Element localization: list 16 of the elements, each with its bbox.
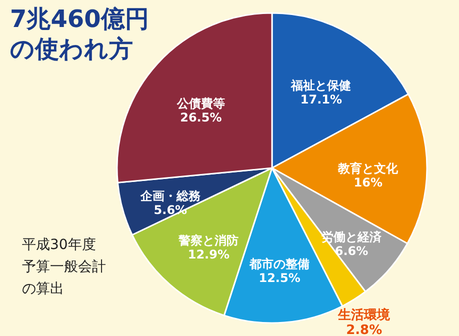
slice-label: 警察と消防	[178, 233, 239, 248]
data-label: 6.6%	[334, 244, 368, 258]
data-label: 16%	[354, 176, 382, 190]
slice-label: 教育と文化	[337, 162, 400, 176]
slice-label: 公債費等	[176, 96, 225, 110]
slice-label: 都市の整備	[248, 256, 310, 271]
slice-label: 企画・総務	[139, 189, 202, 204]
chart-title: 7兆460億円の使われ方	[10, 5, 149, 63]
data-label: 12.9%	[188, 247, 230, 262]
slice-label: 生活環境	[337, 307, 392, 324]
text: 平成30年度予算一般会計の算出	[22, 237, 106, 297]
data-label: 17.1%	[300, 92, 342, 106]
data-label: 26.5%	[180, 110, 222, 124]
slice-label: 福祉と保健	[290, 78, 352, 92]
data-label: 12.5%	[258, 270, 300, 285]
data-label: 2.8%	[346, 323, 382, 336]
